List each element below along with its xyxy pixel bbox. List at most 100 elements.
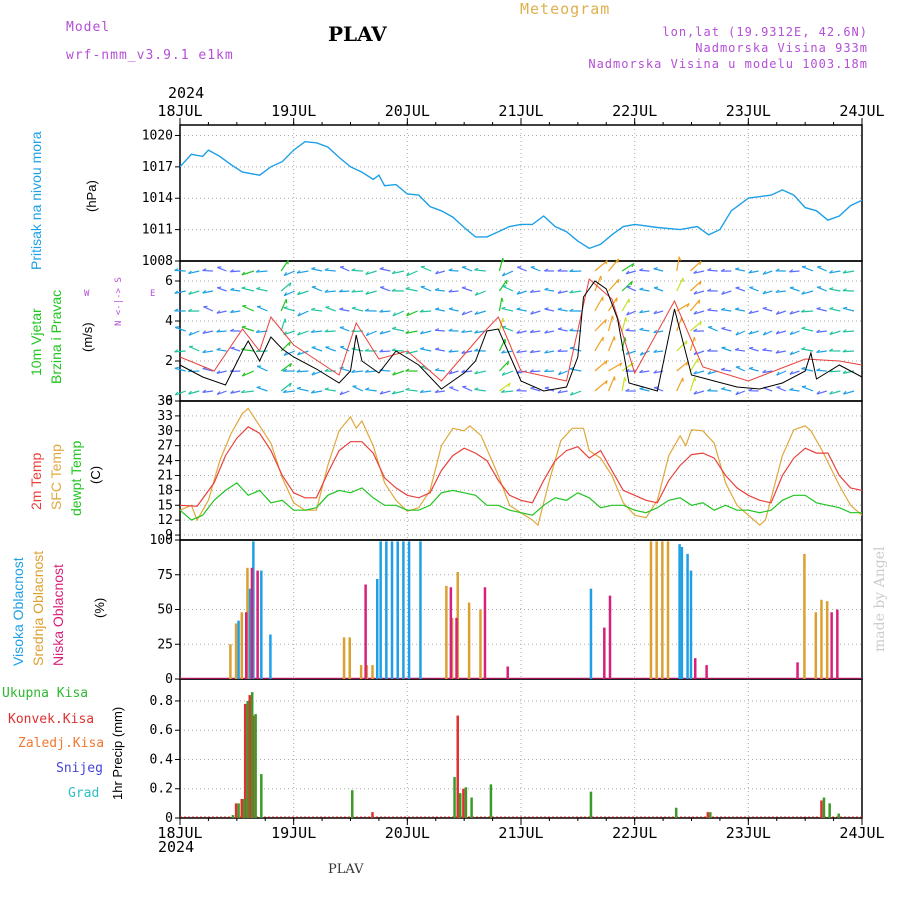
wind-arrow-head xyxy=(202,289,207,294)
wind-arrow-head xyxy=(544,386,549,389)
wind-arrow xyxy=(311,346,323,352)
wind-arrow xyxy=(352,385,364,392)
wind-arrow xyxy=(762,290,773,295)
wind-compass-w: W xyxy=(84,289,90,299)
y-tick-label: 27 xyxy=(157,439,173,454)
wind-arrow-head xyxy=(569,289,574,294)
wind-arrow-head xyxy=(734,347,740,351)
cloud-bar-high xyxy=(237,620,240,679)
wind-arrow-head xyxy=(775,289,780,293)
wind-arrow-head xyxy=(617,279,620,284)
wind-arrow xyxy=(283,350,296,356)
wind-arrow xyxy=(829,370,841,373)
wind-arrow xyxy=(280,382,292,392)
wind-arrow-head xyxy=(569,268,574,273)
elevation: Nadmorska Visina 933m xyxy=(695,41,868,55)
wind-arrow xyxy=(448,290,459,293)
wind-arrow-head xyxy=(631,263,635,268)
wind-arrow xyxy=(241,390,254,394)
wind-arrow-head xyxy=(174,349,179,353)
wind-arrow-head xyxy=(256,286,261,290)
wind-arrow xyxy=(280,259,289,272)
wind-arrow-head xyxy=(311,307,316,311)
wind-arrow xyxy=(188,330,200,336)
wind-arrow-head xyxy=(625,368,630,372)
wind-arrow xyxy=(188,290,200,295)
precip-bar-conv xyxy=(706,812,710,818)
wind-arrow xyxy=(392,270,405,275)
wind-arrow xyxy=(174,350,186,353)
y-tick-label: 1008 xyxy=(142,254,173,269)
wind-arrow xyxy=(324,388,336,392)
y-tick-label: 30 xyxy=(157,424,173,439)
wind-arrow-head xyxy=(557,290,562,294)
wind-arrow-head xyxy=(406,312,410,317)
wind-arrow-head xyxy=(721,290,725,295)
wind-arrow xyxy=(653,386,664,392)
wind-arrow xyxy=(392,390,405,395)
cloud-bar-mid xyxy=(234,623,238,679)
wind-arrow-head xyxy=(544,368,549,373)
precip-bar-rain xyxy=(709,812,712,818)
wind-arrow xyxy=(829,308,841,312)
wind-arrow xyxy=(230,390,241,394)
footer-station: PLAV xyxy=(328,862,364,877)
cloud-bar-mid xyxy=(445,585,448,679)
wind-arrow-head xyxy=(557,371,562,376)
wind-arrow xyxy=(817,266,828,272)
wind-arrow-head xyxy=(544,329,548,334)
wind-arrow-head xyxy=(461,350,466,354)
y-tick-label: 1017 xyxy=(142,160,173,175)
wind-arrow-head xyxy=(611,315,615,320)
wind-arrow-head xyxy=(748,366,754,370)
wind-arrow xyxy=(280,362,292,372)
wind-arrow xyxy=(776,386,787,392)
wind-arrow-head xyxy=(351,306,356,309)
wind-arrows xyxy=(174,256,855,396)
wind-arrow-head xyxy=(619,362,623,367)
wind-arrow-head xyxy=(296,386,302,389)
wind-arrow-head xyxy=(829,287,834,290)
wind-arrow xyxy=(435,308,445,312)
wind-arrow-head xyxy=(310,329,315,333)
wind-arrow-head xyxy=(419,389,424,393)
cloud-bar-mid xyxy=(649,541,653,679)
wind-arrow xyxy=(216,330,227,333)
y-tick-label: 33 xyxy=(157,409,173,424)
wind-arrow xyxy=(461,370,473,373)
wind-arrow xyxy=(816,308,827,312)
wind-arrow xyxy=(339,326,350,332)
precip-bar-rain xyxy=(464,787,468,818)
wind-arrow-head xyxy=(325,306,330,308)
wind-arrow-head xyxy=(502,317,505,323)
precip-bar-rain xyxy=(489,784,493,818)
wind-arrow xyxy=(639,388,650,392)
wind-arrow-head xyxy=(775,310,780,315)
wind-arrow xyxy=(676,277,684,292)
wind-arrow-head xyxy=(392,326,397,330)
wind-arrow xyxy=(188,370,200,373)
wind-arrow xyxy=(325,346,336,352)
y-tick-label: 18 xyxy=(157,483,173,498)
wind-arrow-head xyxy=(842,329,847,333)
wind-arrow-head xyxy=(735,307,740,310)
wind-arrow-head xyxy=(801,265,807,268)
wind-arrow xyxy=(530,266,541,272)
wind-arrow-head xyxy=(216,391,221,395)
wind-arrow xyxy=(324,330,336,333)
wind-arrow-head xyxy=(624,337,627,342)
wind-arrow xyxy=(230,289,241,292)
wind-arrow-head xyxy=(365,271,369,275)
wind-arrow xyxy=(174,367,186,372)
cloud-bar-high xyxy=(686,553,689,679)
temp-2m-line xyxy=(179,426,863,507)
wind-arrow-head xyxy=(605,380,608,385)
wind-arrow xyxy=(789,310,800,315)
wind-arrow xyxy=(392,310,405,317)
wind-arrow xyxy=(625,329,636,332)
wind-arrow xyxy=(721,309,732,312)
precip-bar-conv xyxy=(456,715,459,818)
wind-arrow xyxy=(676,317,683,332)
wind-arrow xyxy=(202,330,214,334)
wind-arrow-head xyxy=(516,330,521,334)
